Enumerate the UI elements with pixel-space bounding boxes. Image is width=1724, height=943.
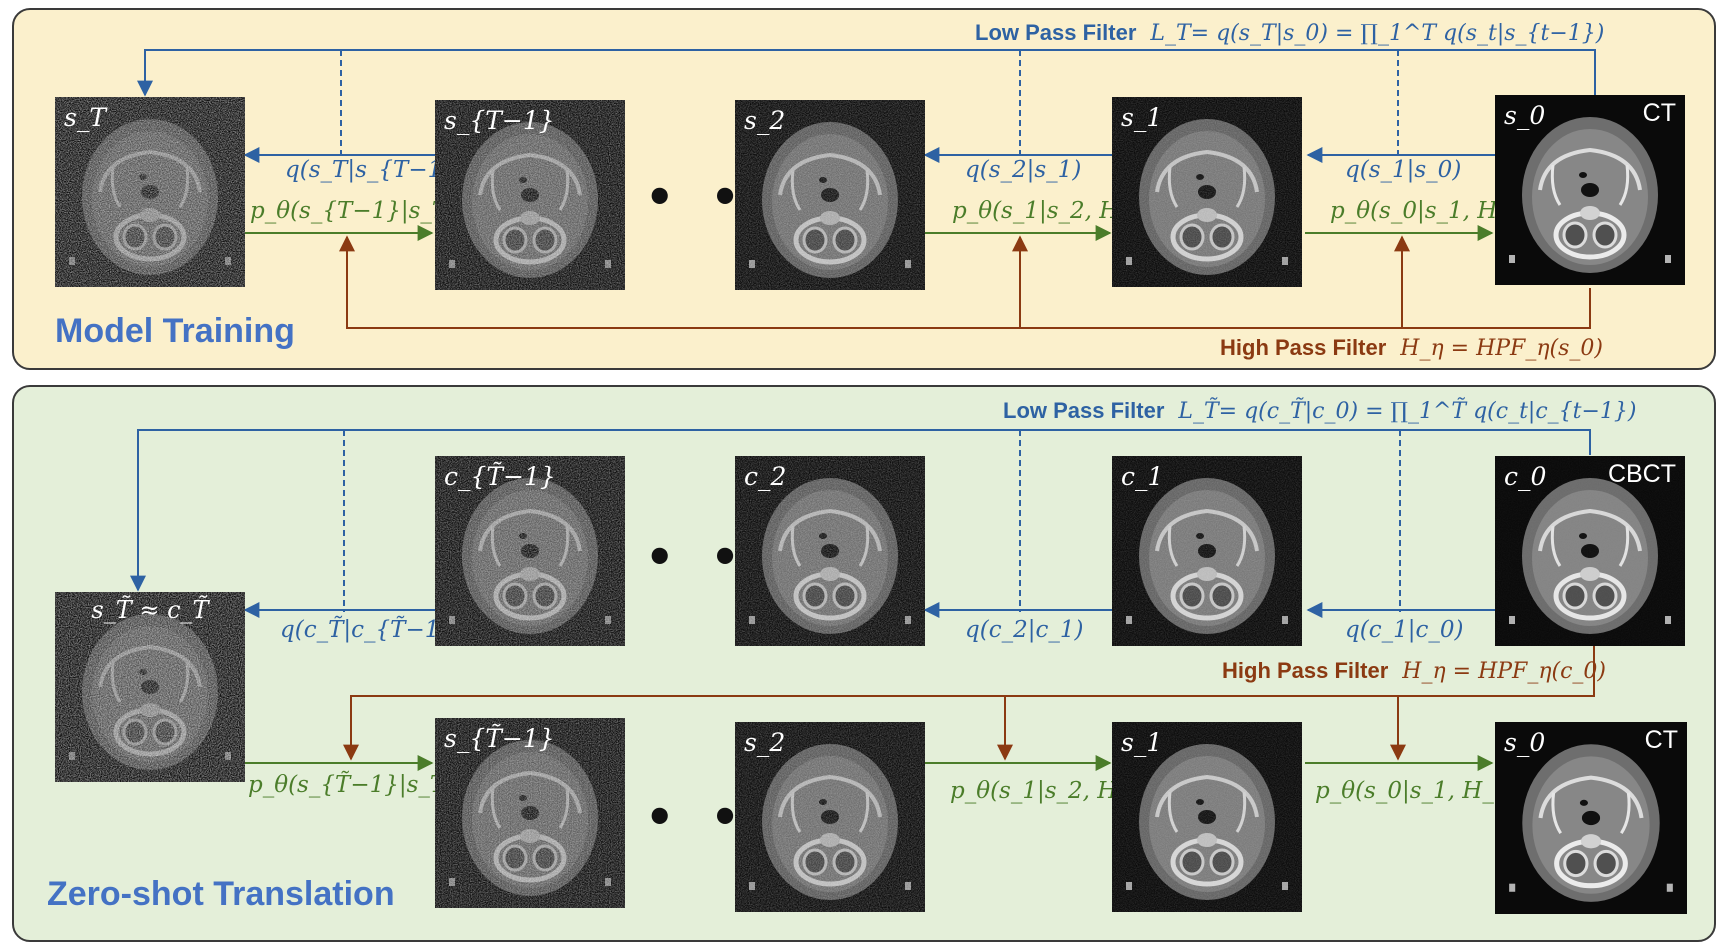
bottom-high-pass-name: High Pass Filter	[1222, 658, 1389, 683]
cbct-slice-image: c_0 CBCT	[1495, 456, 1685, 646]
image-label: s_2	[744, 728, 786, 757]
modality-tag: CT	[1644, 726, 1678, 754]
image-label: c_{T̃−1}	[444, 462, 556, 491]
image-label: s_2	[744, 106, 786, 135]
bottom-forward-label-3: q(c_1|c_0)	[1345, 617, 1464, 643]
ct-slice-image: s_1	[1112, 722, 1302, 912]
ct-slice-drawing	[735, 722, 925, 912]
top-low-pass-line	[137, 49, 1596, 97]
ct-slice-drawing	[55, 97, 245, 287]
image-label: s_0	[1504, 728, 1546, 757]
top-low-pass-formula: L_T= q(s_T|s_0) = ∏_1^T q(s_t|s_{t−1})	[1150, 21, 1605, 46]
top-forward-label-3: q(s_1|s_0)	[1345, 157, 1462, 183]
bottom-low-pass-formula: L_T̃= q(c_T̃|c_0) = ∏_1^T̃ q(c_t|c_{t−1}…	[1178, 399, 1637, 424]
shared-noisy-slice-image: s_T̃ ≈ c_T̃	[55, 592, 245, 782]
bottom-high-pass-label: High Pass Filter H_η = HPF_η(c_0)	[1222, 658, 1606, 684]
ct-slice-image: s_0 CT	[1495, 95, 1685, 285]
image-label: c_1	[1121, 462, 1164, 491]
image-label: s_T̃ ≈ c_T̃	[91, 596, 209, 624]
ct-slice-drawing	[1495, 95, 1685, 285]
ct-slice-drawing	[1112, 722, 1302, 912]
ct-slice-image: s_T	[55, 97, 245, 287]
top-forward-label-2: q(s_2|s_1)	[965, 157, 1082, 183]
ct-slice-image: s_1	[1112, 97, 1302, 287]
ct-slice-drawing	[735, 100, 925, 290]
ct-slice-drawing	[435, 100, 625, 290]
modality-tag: CBCT	[1607, 460, 1676, 488]
image-label: c_2	[744, 462, 787, 491]
ct-slice-image: s_0 CT	[1495, 722, 1687, 914]
image-label: s_T	[64, 103, 107, 132]
model-training-title: Model Training	[55, 312, 295, 350]
top-low-pass-name: Low Pass Filter	[975, 20, 1137, 45]
image-label: s_1	[1121, 728, 1163, 757]
image-label: s_{T̃−1}	[444, 724, 555, 753]
ct-slice-image: s_{T−1}	[435, 100, 625, 290]
bottom-forward-label-2: q(c_2|c_1)	[965, 617, 1084, 643]
image-label: s_{T−1}	[444, 106, 555, 135]
top-high-pass-name: High Pass Filter	[1220, 335, 1387, 360]
bottom-low-pass-line	[130, 429, 1591, 592]
ct-slice-drawing	[1495, 722, 1687, 914]
bottom-high-pass-formula: H_η = HPF_η(c_0)	[1402, 659, 1606, 684]
modality-tag: CT	[1642, 99, 1676, 127]
ct-slice-drawing	[1112, 97, 1302, 287]
cbct-slice-image: c_{T̃−1}	[435, 456, 625, 646]
ct-slice-drawing	[435, 456, 625, 646]
top-low-pass-label: Low Pass Filter L_T= q(s_T|s_0) = ∏_1^T q…	[975, 20, 1604, 46]
ct-slice-drawing	[435, 718, 625, 908]
bottom-low-pass-label: Low Pass Filter L_T̃= q(c_T̃|c_0) = ∏_1^T…	[1003, 398, 1637, 424]
image-label: s_0	[1504, 101, 1546, 130]
bottom-reverse-label-3: p_θ(s_0|s_1, H_η)	[1315, 778, 1517, 804]
image-label: s_1	[1121, 103, 1163, 132]
ct-slice-image: s_2	[735, 100, 925, 290]
top-high-pass-line	[339, 235, 1591, 329]
cbct-slice-image: c_1	[1112, 456, 1302, 646]
top-high-pass-label: High Pass Filter H_η = HPF_η(s_0)	[1220, 335, 1603, 361]
bottom-low-pass-name: Low Pass Filter	[1003, 398, 1165, 423]
bottom-forward-label-1: q(c_T̃|c_{T̃−1})	[280, 617, 464, 643]
bottom-high-pass-line	[343, 646, 1595, 761]
ct-slice-drawing	[1495, 456, 1685, 646]
zero-shot-translation-title: Zero-shot Translation	[47, 875, 395, 913]
ct-slice-drawing	[735, 456, 925, 646]
image-label: c_0	[1504, 462, 1547, 491]
ct-slice-drawing	[1112, 456, 1302, 646]
ct-slice-image: s_2	[735, 722, 925, 912]
ct-slice-drawing	[55, 592, 245, 782]
top-high-pass-formula: H_η = HPF_η(s_0)	[1400, 336, 1603, 361]
cbct-slice-image: c_2	[735, 456, 925, 646]
ct-slice-image: s_{T̃−1}	[435, 718, 625, 908]
